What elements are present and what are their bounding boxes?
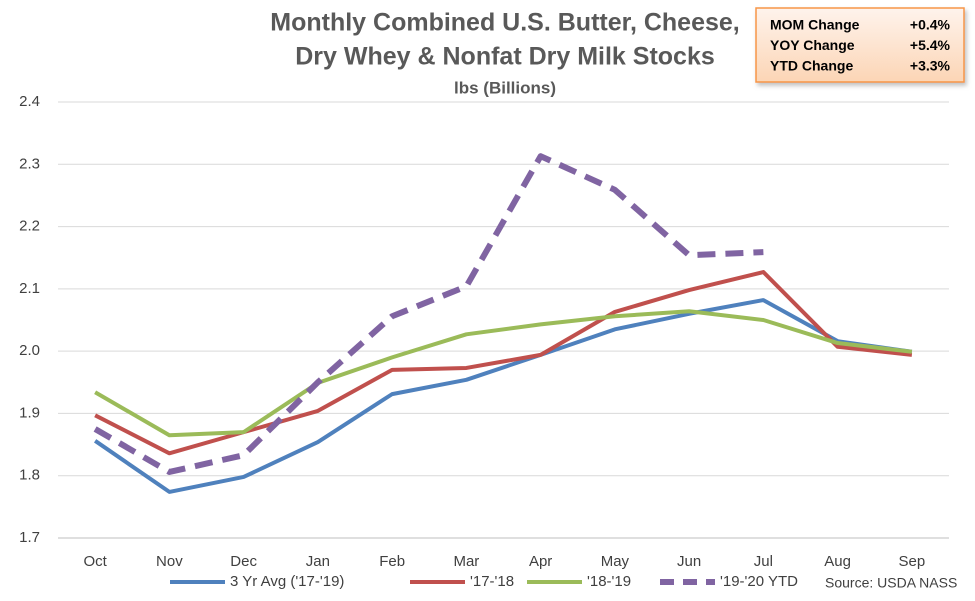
x-tick-label: Jan — [306, 553, 330, 570]
y-tick-label: 1.8 — [19, 467, 40, 484]
x-tick-label: Feb — [379, 553, 405, 570]
legend-label: '19-'20 YTD — [720, 573, 798, 590]
x-tick-label: May — [601, 553, 630, 570]
chart-title: Monthly Combined U.S. Butter, Cheese, — [270, 9, 740, 37]
info-value: +3.3% — [910, 58, 951, 74]
series-line — [93, 153, 764, 475]
series-line — [94, 309, 913, 438]
y-tick-label: 1.9 — [19, 404, 40, 421]
x-tick-label: Aug — [824, 553, 851, 570]
source-note: Source: USDA NASS — [825, 575, 957, 591]
y-tick-label: 2.4 — [19, 93, 40, 110]
info-value: +0.4% — [910, 17, 951, 33]
x-tick-label: Sep — [899, 553, 926, 570]
chart-subtitle: lbs (Billions) — [454, 78, 556, 97]
info-label: YTD Change — [770, 58, 853, 74]
info-label: YOY Change — [770, 37, 855, 53]
series-line — [93, 298, 913, 494]
x-tick-label: Jul — [754, 553, 773, 570]
x-tick-label: Oct — [83, 553, 107, 570]
x-tick-label: Nov — [156, 553, 183, 570]
y-tick-label: 2.0 — [19, 342, 40, 359]
legend-label: '18-'19 — [587, 573, 631, 590]
y-tick-label: 2.1 — [19, 280, 40, 297]
x-tick-label: Jun — [677, 553, 701, 570]
x-tick-label: Dec — [230, 553, 257, 570]
info-label: MOM Change — [770, 17, 860, 33]
legend-label: '17-'18 — [470, 573, 514, 590]
info-box: MOM Change +0.4% YOY Change +5.4% YTD Change… — [755, 7, 965, 83]
y-tick-label: 2.3 — [19, 155, 40, 172]
info-value: +5.4% — [910, 37, 951, 53]
x-tick-label: Mar — [453, 553, 479, 570]
x-tick-label: Apr — [529, 553, 552, 570]
legend-label: 3 Yr Avg ('17-'19) — [230, 573, 344, 590]
y-tick-label: 1.7 — [19, 529, 40, 546]
info-box-frame — [755, 7, 965, 83]
y-tick-label: 2.2 — [19, 218, 40, 235]
chart-title: Dry Whey & Nonfat Dry Milk Stocks — [295, 43, 715, 71]
series-line — [94, 270, 913, 456]
